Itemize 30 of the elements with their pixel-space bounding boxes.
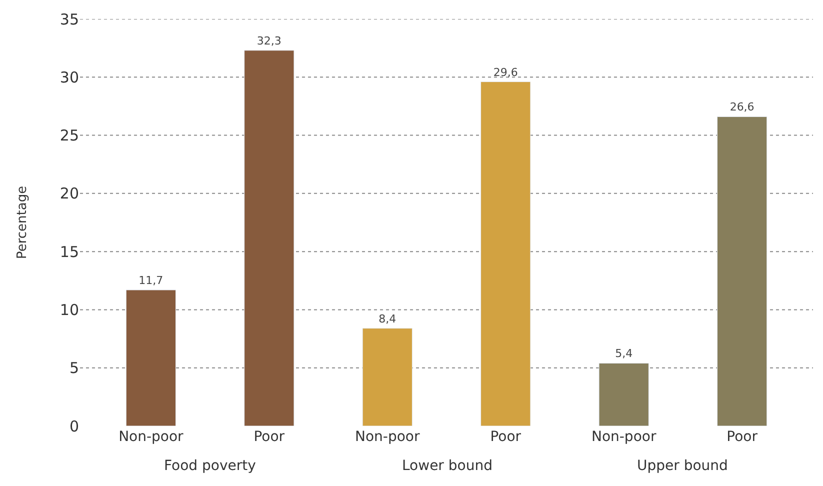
data-label: 11,7 <box>138 274 164 287</box>
bar <box>244 50 294 426</box>
data-label: 8,4 <box>378 312 396 326</box>
data-label: 29,6 <box>493 66 518 79</box>
y-tick-label: 15 <box>60 242 79 261</box>
x-tick-label: Non-poor <box>118 429 184 445</box>
bar <box>362 328 412 426</box>
text: Upper bound <box>637 458 728 474</box>
data-label: 32,3 <box>256 34 282 48</box>
text: Food poverty <box>164 458 256 474</box>
y-tick-label: 20 <box>60 184 79 203</box>
y-tick-label: 0 <box>69 417 79 436</box>
x-tick-label: Poor <box>254 429 285 445</box>
y-tick-label: 5 <box>69 359 79 378</box>
bar <box>598 362 649 426</box>
x-tick-label: Non-poor <box>355 429 420 445</box>
y-tick-label: 25 <box>60 126 79 145</box>
y-tick-label: 35 <box>60 10 79 28</box>
y-axis-title: Percentage <box>14 186 30 260</box>
x-tick-label: Non-poor <box>591 429 656 445</box>
bar <box>480 82 531 426</box>
x-tick-label: Poor <box>726 429 758 445</box>
data-label: 5,4 <box>615 347 633 360</box>
data-label: 26,6 <box>730 100 754 114</box>
text: Lower bound <box>402 458 492 474</box>
x-tick-label: Poor <box>490 429 522 445</box>
bar <box>126 290 176 426</box>
y-tick-label: 30 <box>60 68 79 86</box>
bar <box>716 116 768 426</box>
y-tick-label: 10 <box>60 300 79 319</box>
